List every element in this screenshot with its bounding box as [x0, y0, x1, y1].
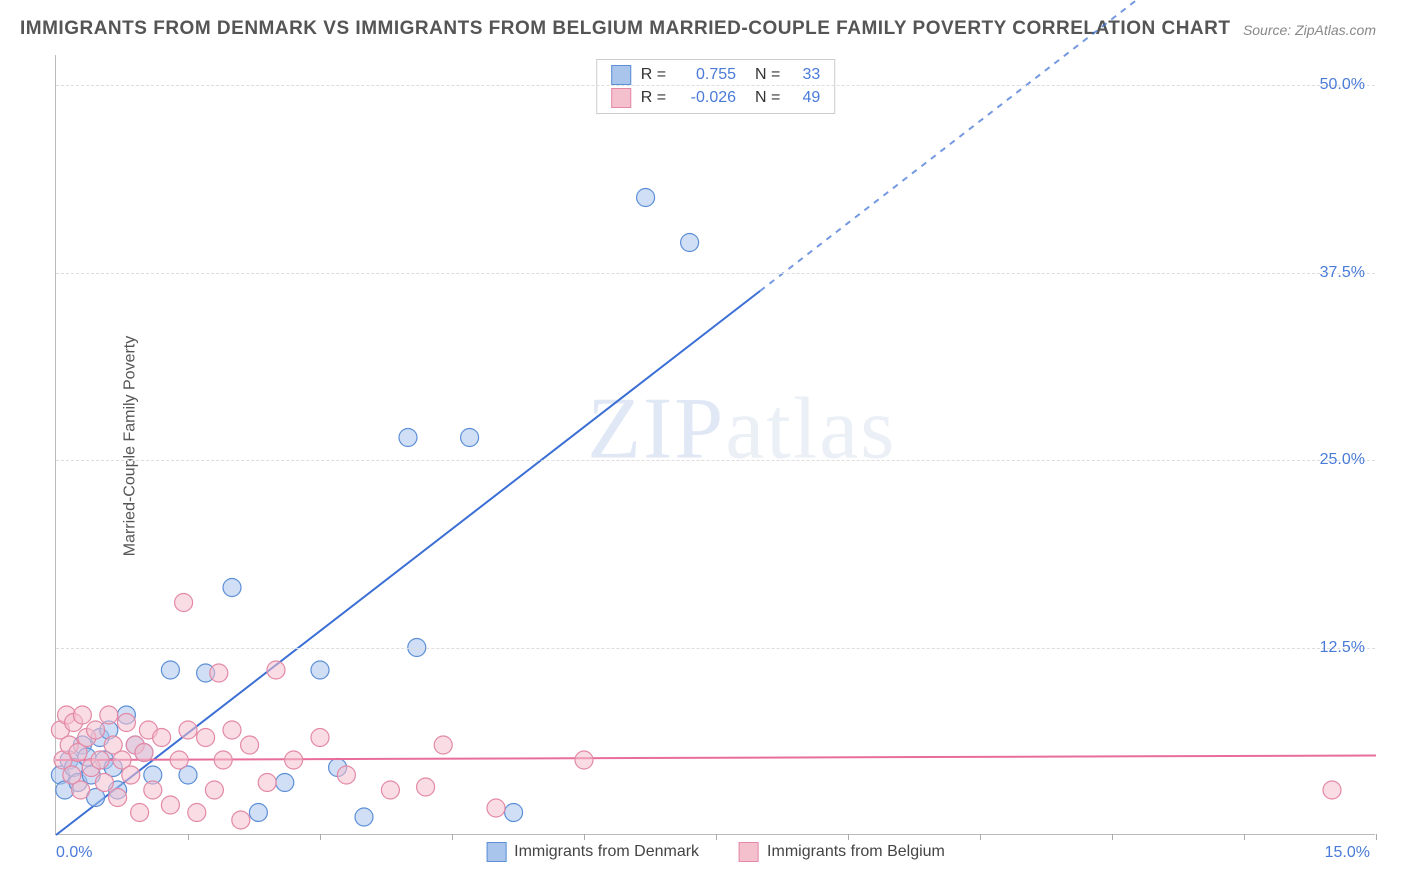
- legend-swatch: [739, 842, 759, 862]
- x-tick: [1244, 834, 1245, 840]
- x-axis-max-label: 15.0%: [1325, 844, 1370, 862]
- y-tick-label: 12.5%: [1320, 639, 1365, 657]
- legend-series: Immigrants from Denmark Immigrants from B…: [486, 842, 945, 862]
- chart-title: IMMIGRANTS FROM DENMARK VS IMMIGRANTS FR…: [20, 18, 1230, 40]
- x-tick: [1112, 834, 1113, 840]
- legend-series-item: Immigrants from Belgium: [739, 842, 945, 862]
- x-tick: [980, 834, 981, 840]
- gridline: [56, 648, 1375, 649]
- gridline: [56, 85, 1375, 86]
- x-tick: [188, 834, 189, 840]
- y-tick-label: 37.5%: [1320, 264, 1365, 282]
- x-tick: [716, 834, 717, 840]
- y-tick-label: 25.0%: [1320, 451, 1365, 469]
- plot-area: ZIPatlas R = 0.755 N = 33R = -0.026 N = …: [55, 55, 1375, 835]
- x-tick: [848, 834, 849, 840]
- gridline: [56, 460, 1375, 461]
- legend-series-label: Immigrants from Denmark: [514, 843, 699, 861]
- source-credit: Source: ZipAtlas.com: [1243, 22, 1376, 38]
- y-tick-label: 50.0%: [1320, 76, 1365, 94]
- legend-series-item: Immigrants from Denmark: [486, 842, 699, 862]
- x-axis-min-label: 0.0%: [56, 844, 92, 862]
- legend-swatch: [486, 842, 506, 862]
- x-tick: [320, 834, 321, 840]
- scatter-plot-svg: [56, 55, 1375, 834]
- gridline: [56, 273, 1375, 274]
- x-tick: [584, 834, 585, 840]
- x-tick: [452, 834, 453, 840]
- legend-series-label: Immigrants from Belgium: [767, 843, 945, 861]
- x-tick: [1376, 834, 1377, 840]
